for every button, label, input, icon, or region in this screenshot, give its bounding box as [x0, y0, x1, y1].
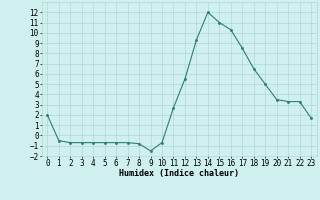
X-axis label: Humidex (Indice chaleur): Humidex (Indice chaleur) — [119, 169, 239, 178]
